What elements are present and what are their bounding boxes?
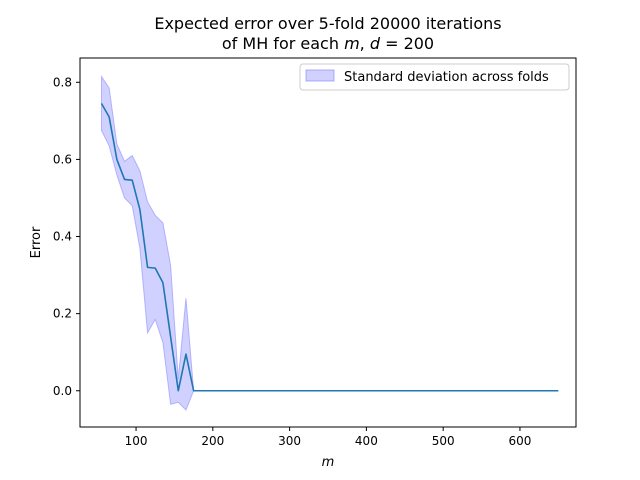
legend-swatch (305, 69, 335, 82)
y-tick-label: 0.0 (53, 384, 72, 398)
y-tick-label: 0.6 (53, 152, 72, 166)
y-axis-ticks: 0.0 0.2 0.4 0.6 0.8 (53, 75, 80, 398)
x-tick-label: 500 (432, 434, 455, 448)
title-var-m: m (344, 34, 360, 53)
title-var-d: d (370, 34, 381, 53)
legend-label: Standard deviation across folds (344, 70, 549, 85)
series-line-0 (100, 103, 559, 392)
x-tick-label: 300 (278, 434, 301, 448)
plot-area (79, 57, 577, 428)
legend-box (299, 63, 570, 91)
title-sep: , (360, 34, 370, 53)
y-tick-label: 0.4 (53, 230, 72, 244)
chart-title-line1: Expected error over 5-fold 20000 iterati… (154, 14, 501, 33)
legend: Standard deviation across folds (299, 63, 570, 91)
x-tick-label: 600 (508, 434, 531, 448)
x-axis-ticks: 100 200 300 400 500 600 (125, 427, 531, 448)
title-prefix: of MH for each (222, 34, 344, 53)
y-tick-label: 0.8 (53, 75, 72, 89)
title-value: = 200 (380, 34, 434, 53)
y-tick-label: 0.2 (53, 307, 72, 321)
y-axis-label: Error (29, 226, 44, 258)
axes-frame (79, 57, 577, 428)
chart-title-line2: of MH for each m, d = 200 (222, 34, 434, 53)
x-tick-label: 400 (355, 434, 378, 448)
x-axis-label: m (322, 455, 335, 470)
std-dev-band (100, 74, 559, 411)
x-tick-label: 200 (201, 434, 224, 448)
x-tick-label: 100 (125, 434, 148, 448)
